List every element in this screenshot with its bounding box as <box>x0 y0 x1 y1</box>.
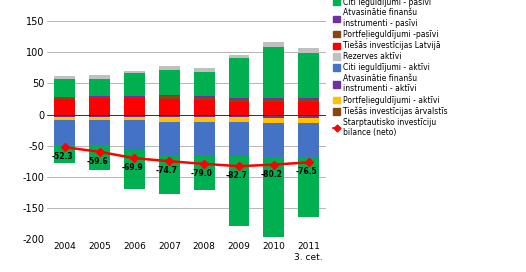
Text: -69.9: -69.9 <box>121 163 143 172</box>
Bar <box>89 96 110 97</box>
Bar <box>159 122 180 156</box>
Bar <box>298 98 319 99</box>
Bar <box>298 116 319 118</box>
Text: -79.0: -79.0 <box>191 169 213 178</box>
Bar <box>229 117 249 122</box>
Bar <box>124 97 145 98</box>
Bar <box>159 116 180 117</box>
Bar <box>54 99 75 115</box>
Bar <box>124 96 145 97</box>
Bar <box>89 97 110 98</box>
Bar <box>298 115 319 116</box>
Bar <box>194 116 215 117</box>
Text: -74.7: -74.7 <box>156 166 178 175</box>
Bar <box>124 71 145 73</box>
Bar <box>89 75 110 79</box>
Bar <box>54 97 75 99</box>
Bar <box>229 156 249 226</box>
Bar <box>54 115 75 116</box>
Text: -76.5: -76.5 <box>296 167 317 176</box>
Bar <box>54 76 75 79</box>
Bar <box>194 100 215 115</box>
Bar <box>89 79 110 96</box>
Bar <box>194 97 215 100</box>
Bar <box>54 79 75 97</box>
Bar <box>54 117 75 120</box>
Bar <box>89 146 110 170</box>
Bar <box>124 120 145 150</box>
Bar <box>159 95 180 96</box>
Bar <box>264 42 285 47</box>
Bar <box>229 55 249 58</box>
Bar <box>194 117 215 122</box>
Bar <box>159 66 180 70</box>
Bar <box>194 154 215 190</box>
Bar <box>89 98 110 115</box>
Bar <box>159 117 180 122</box>
Bar <box>264 157 285 237</box>
Bar <box>298 48 319 53</box>
Bar <box>159 156 180 194</box>
Bar <box>229 58 249 98</box>
Bar <box>124 117 145 120</box>
Bar <box>54 120 75 145</box>
Bar <box>264 98 285 99</box>
Legend: Citi ieguldījumi - pasīvi, Atvasinātie finanšu
instrumenti - pasīvi, Portfeļiegu: Citi ieguldījumi - pasīvi, Atvasinātie f… <box>333 0 448 137</box>
Bar <box>229 99 249 102</box>
Text: -80.2: -80.2 <box>260 170 282 179</box>
Bar <box>264 115 285 116</box>
Bar <box>194 69 215 72</box>
Bar <box>298 53 319 98</box>
Bar <box>229 115 249 116</box>
Bar <box>89 117 110 120</box>
Text: -59.6: -59.6 <box>86 157 108 166</box>
Bar <box>229 102 249 115</box>
Bar <box>229 122 249 156</box>
Bar <box>54 116 75 117</box>
Bar <box>264 118 285 123</box>
Bar <box>264 102 285 115</box>
Bar <box>54 145 75 163</box>
Bar <box>124 115 145 116</box>
Bar <box>194 96 215 97</box>
Bar <box>194 122 215 154</box>
Bar <box>89 120 110 146</box>
Bar <box>124 98 145 115</box>
Bar <box>159 96 180 99</box>
Bar <box>264 116 285 118</box>
Text: -82.7: -82.7 <box>226 171 248 180</box>
Bar <box>194 115 215 116</box>
Text: -52.3: -52.3 <box>52 152 73 161</box>
Bar <box>229 98 249 99</box>
Bar <box>124 150 145 190</box>
Bar <box>159 115 180 116</box>
Bar <box>89 116 110 117</box>
Bar <box>298 157 319 217</box>
Bar <box>159 99 180 115</box>
Bar <box>159 70 180 95</box>
Bar <box>298 99 319 102</box>
Bar <box>264 123 285 157</box>
Bar <box>229 116 249 117</box>
Bar <box>124 73 145 96</box>
Bar <box>194 72 215 96</box>
Bar <box>298 123 319 157</box>
Bar <box>124 116 145 117</box>
Bar <box>298 118 319 123</box>
Bar <box>264 99 285 102</box>
Bar <box>89 115 110 116</box>
Bar <box>298 102 319 115</box>
Bar <box>264 47 285 98</box>
